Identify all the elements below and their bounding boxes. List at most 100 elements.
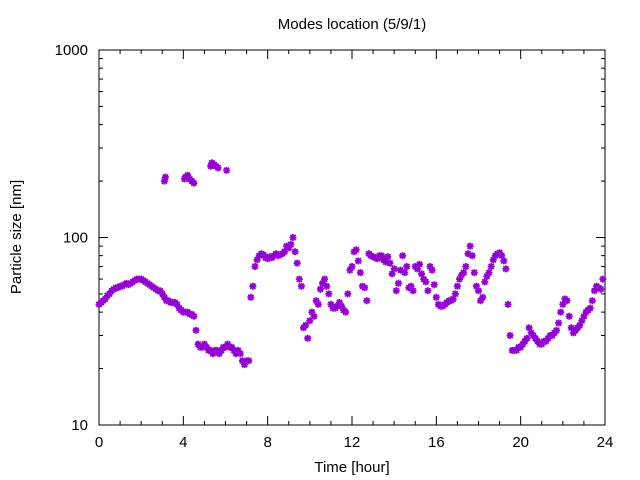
data-point (563, 297, 571, 305)
data-point (161, 173, 169, 181)
data-point (304, 334, 312, 342)
data-point (453, 282, 461, 290)
data-point (289, 234, 297, 241)
data-point (106, 290, 113, 298)
data-point (580, 312, 588, 320)
data-point (416, 260, 423, 268)
data-point (160, 177, 168, 185)
x-tick-label: 16 (428, 434, 445, 451)
data-point (361, 284, 369, 292)
data-point (477, 297, 485, 305)
data-point (553, 326, 560, 334)
data-point (597, 285, 605, 293)
data-point (312, 297, 320, 305)
data-point (354, 257, 362, 265)
data-point (251, 263, 259, 270)
data-point (468, 252, 476, 260)
data-point (352, 246, 360, 254)
x-tick-label: 20 (512, 434, 529, 451)
data-point (409, 287, 417, 295)
data-point (245, 357, 253, 365)
data-point (384, 253, 392, 261)
data-point (397, 266, 404, 274)
data-point (392, 287, 400, 295)
data-point (160, 293, 168, 301)
data-point (460, 269, 468, 277)
data-point (230, 346, 238, 354)
x-tick-label: 4 (179, 434, 187, 451)
chart-title: Modes location (5/9/1) (278, 16, 426, 33)
plot-frame (98, 49, 606, 426)
data-point (209, 350, 217, 358)
data-point (249, 282, 257, 290)
data-point (567, 324, 575, 332)
data-point (401, 269, 409, 277)
data-point (184, 171, 192, 179)
data-point (394, 279, 402, 287)
data-point (192, 326, 200, 334)
data-point (342, 308, 350, 316)
data-point (565, 312, 573, 320)
data-point (475, 287, 482, 295)
data-point (287, 240, 295, 248)
y-tick-label: 100 (63, 230, 88, 247)
data-point (297, 282, 305, 290)
data-point (291, 248, 299, 256)
data-point (588, 297, 596, 305)
data-point (232, 350, 240, 358)
data-point (489, 256, 497, 264)
data-point (314, 300, 322, 308)
data-point (247, 293, 255, 301)
data-point (378, 252, 385, 260)
data-point (470, 269, 478, 277)
x-tick-labels: 0 4 8 12 16 20 24 (95, 434, 614, 451)
data-point (190, 179, 198, 187)
data-point (356, 269, 364, 277)
data-point (344, 290, 352, 298)
data-point (399, 252, 407, 260)
data-point (319, 279, 326, 287)
data-point (500, 257, 508, 265)
data-point (525, 324, 533, 332)
data-point (428, 266, 436, 274)
data-point (190, 312, 198, 320)
data-point (422, 278, 430, 286)
data-point (449, 295, 457, 303)
data-point (418, 270, 426, 278)
data-point (241, 361, 248, 369)
data-point (472, 282, 480, 290)
data-point (302, 321, 310, 329)
data-point (426, 263, 434, 270)
data-point (481, 278, 489, 286)
data-point (432, 293, 440, 301)
y-tick-labels: 10 100 1000 (55, 42, 88, 434)
data-point (310, 312, 318, 320)
y-axis-label: Particle size [nm] (8, 180, 25, 294)
data-point (306, 317, 314, 325)
data-point (295, 275, 303, 283)
data-point (424, 287, 432, 295)
data-point (327, 300, 335, 308)
data-point (363, 297, 371, 305)
data-point (253, 256, 261, 264)
data-point (479, 293, 487, 301)
data-point (214, 164, 222, 172)
data-point (462, 263, 470, 270)
data-point (207, 162, 215, 170)
data-point (333, 302, 341, 310)
data-point (504, 300, 512, 308)
x-tick-label: 8 (263, 434, 271, 451)
data-point (523, 334, 531, 342)
data-point (158, 290, 166, 298)
data-point (483, 272, 491, 280)
data-point (323, 282, 331, 290)
data-point (156, 287, 164, 295)
data-point (234, 346, 242, 354)
axis-ticks (98, 49, 606, 426)
data-point (557, 308, 565, 316)
data-point (382, 258, 390, 266)
data-point (222, 343, 229, 351)
y-tick-label: 1000 (55, 42, 88, 59)
data-point (513, 346, 520, 354)
data-point (217, 346, 225, 354)
